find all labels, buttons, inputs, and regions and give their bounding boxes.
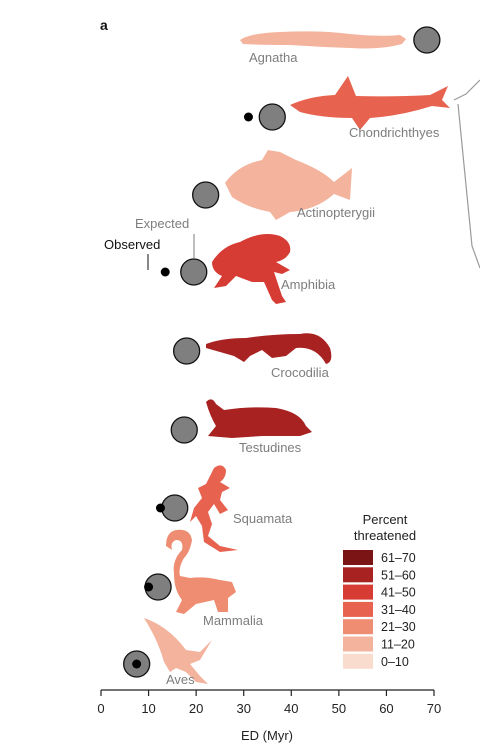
x-tick-label-30: 30 [236,701,250,716]
clade-label-testudines: Testudines [239,440,302,455]
legend-swatch-1 [343,567,373,583]
observed-marker-aves [132,659,142,669]
clade-label-mammalia: Mammalia [203,613,264,628]
x-tick-label-70: 70 [427,701,441,716]
rockfish-icon [225,150,352,220]
legend-label-6: 0–10 [381,655,409,669]
legend-swatch-2 [343,584,373,600]
clade-labels: Agnatha Chondrichthyes Actinopterygii Am… [166,50,440,687]
turtle-icon [206,399,312,438]
observed-marker-amphibia [160,267,170,277]
clade-label-actinopterygii: Actinopterygii [297,205,375,220]
clade-label-agnatha: Agnatha [249,50,298,65]
legend-label-4: 21–30 [381,620,416,634]
expected-annotation: Expected [135,216,189,231]
legend-swatch-6 [343,653,373,669]
clade-label-crocodilia: Crocodilia [271,365,330,380]
x-tick-label-10: 10 [141,701,155,716]
x-tick-label-40: 40 [284,701,298,716]
observed-marker-chondrichthyes [243,112,253,122]
legend-label-1: 51–60 [381,568,416,582]
legend-swatch-5 [343,636,373,652]
expected-marker-actinopterygii [192,181,220,209]
x-axis-ticks: 0 10 20 30 40 50 60 70 [97,690,441,716]
legend-items: 61–70 51–60 41–50 31–40 21–30 11–20 0–10 [343,550,416,669]
x-tick-label-20: 20 [189,701,203,716]
zoom-connector-top [453,79,480,101]
marker-annotations: Expected Observed [104,216,195,270]
lemur-icon [166,529,236,614]
clade-label-aves: Aves [166,672,195,687]
legend-label-3: 31–40 [381,603,416,617]
legend-title-line1: Percent [363,512,408,527]
legend-title-line2: threatened [354,528,416,543]
legend-label-2: 41–50 [381,586,416,600]
clade-label-amphibia: Amphibia [281,277,336,292]
zoom-connector-bottom [457,103,480,269]
panel-label: a [100,17,108,33]
legend-swatch-3 [343,601,373,617]
legend-swatch-4 [343,619,373,635]
zoom-connector-lines [453,79,480,269]
clade-label-chondrichthyes: Chondrichthyes [349,125,440,140]
data-markers [123,26,441,678]
x-axis-label: ED (Myr) [241,728,293,743]
legend: Percent threatened 61–70 51–60 41–50 31–40 2… [343,512,416,669]
x-tick-label-50: 50 [332,701,346,716]
legend-label-0: 61–70 [381,551,416,565]
observed-marker-mammalia [144,582,154,592]
x-tick-label-60: 60 [379,701,393,716]
expected-marker-squamata [161,494,189,522]
lamprey-icon [240,31,406,49]
x-tick-label-0: 0 [97,701,104,716]
frog-icon [212,234,291,304]
clade-label-squamata: Squamata [233,511,293,526]
observed-marker-squamata [155,503,165,513]
legend-swatch-0 [343,550,373,565]
expected-marker-chondrichthyes [258,103,286,131]
expected-marker-agnatha [413,26,441,54]
expected-marker-amphibia [180,258,208,286]
legend-label-5: 11–20 [381,638,415,652]
expected-marker-testudines [170,416,198,444]
observed-annotation: Observed [104,237,160,252]
shark-icon [290,76,450,130]
gecko-icon [190,465,238,552]
bird-icon [144,618,212,684]
expected-marker-crocodilia [172,337,201,365]
crocodile-icon [206,333,332,364]
clade-silhouettes [144,31,450,684]
